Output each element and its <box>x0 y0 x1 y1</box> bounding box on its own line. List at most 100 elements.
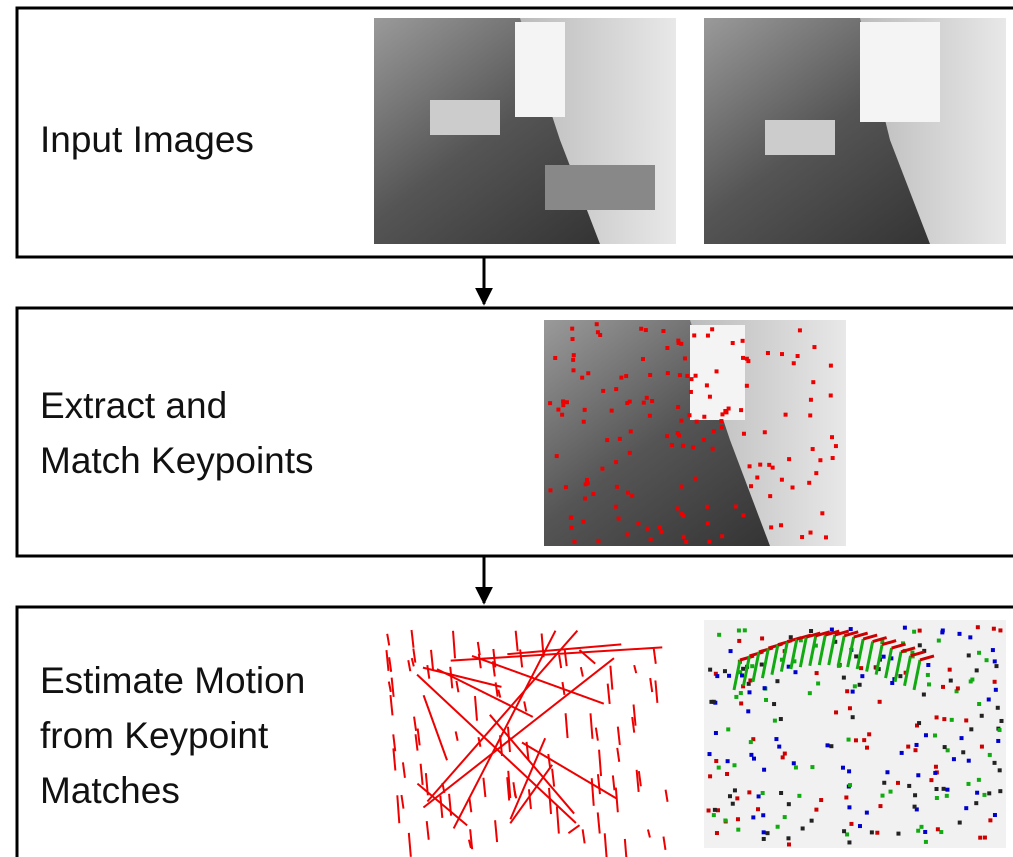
decoration <box>926 673 930 677</box>
decoration <box>842 676 846 680</box>
decoration <box>715 674 719 678</box>
decoration <box>935 787 939 791</box>
decoration <box>991 648 995 652</box>
decoration <box>889 790 893 794</box>
decoration <box>811 380 815 384</box>
decoration <box>619 376 623 380</box>
decoration <box>783 752 787 756</box>
decoration <box>865 746 869 750</box>
decoration <box>582 420 586 424</box>
decoration <box>736 817 740 821</box>
decoration <box>596 330 600 334</box>
decoration <box>766 351 770 355</box>
decoration <box>762 837 766 841</box>
decoration <box>851 690 855 694</box>
decoration <box>952 757 956 761</box>
decoration <box>645 396 649 400</box>
decoration <box>848 706 852 710</box>
decoration <box>708 774 712 778</box>
decoration <box>976 625 980 629</box>
decoration <box>945 788 949 792</box>
decoration <box>767 463 771 467</box>
decoration <box>705 505 709 509</box>
decoration <box>712 813 716 817</box>
decoration <box>810 819 814 823</box>
decoration <box>570 327 574 331</box>
decoration <box>858 824 862 828</box>
decoration <box>731 341 735 345</box>
decoration <box>676 405 680 409</box>
decoration <box>848 783 852 787</box>
decoration <box>682 535 686 539</box>
decoration <box>641 357 645 361</box>
decoration <box>982 793 986 797</box>
decoration <box>830 435 834 439</box>
decoration <box>731 802 735 806</box>
decoration <box>745 384 749 388</box>
decoration <box>988 753 992 757</box>
decoration <box>646 527 650 531</box>
decoration <box>762 768 766 772</box>
decoration <box>548 488 552 492</box>
decoration <box>733 788 737 792</box>
decoration <box>712 429 716 433</box>
decoration <box>746 709 750 713</box>
decoration <box>968 635 972 639</box>
decoration <box>615 485 619 489</box>
decoration <box>878 804 882 808</box>
decoration <box>950 718 954 722</box>
decoration <box>808 691 812 695</box>
decoration <box>941 685 945 689</box>
decoration <box>851 715 855 719</box>
decoration <box>913 793 917 797</box>
decoration <box>644 328 648 332</box>
decoration <box>677 341 681 345</box>
decoration <box>618 437 622 441</box>
trajectory-plot <box>704 620 1006 848</box>
decoration <box>553 356 557 360</box>
decoration <box>757 794 761 798</box>
decoration <box>958 632 962 636</box>
decoration <box>729 649 733 653</box>
decoration <box>996 706 1000 710</box>
decoration <box>626 491 630 495</box>
decoration <box>819 798 823 802</box>
decoration <box>922 693 926 697</box>
decoration <box>796 354 800 358</box>
decoration <box>826 743 830 747</box>
decoration <box>783 815 787 819</box>
decoration <box>800 535 804 539</box>
decoration <box>777 745 781 749</box>
decoration <box>998 628 1002 632</box>
decoration <box>993 761 997 765</box>
decoration <box>903 626 907 630</box>
decoration <box>735 796 739 800</box>
decoration <box>824 535 828 539</box>
decoration <box>996 739 1000 743</box>
decoration <box>793 670 797 674</box>
decoration <box>648 414 652 418</box>
decoration <box>692 333 696 337</box>
decoration <box>737 639 741 643</box>
decoration <box>595 322 599 326</box>
decoration <box>810 765 814 769</box>
decoration <box>749 753 753 757</box>
decoration <box>784 413 788 417</box>
decoration <box>741 339 745 343</box>
decoration <box>742 432 746 436</box>
decoration <box>847 738 851 742</box>
decoration <box>812 345 816 349</box>
decoration <box>650 399 654 403</box>
decoration <box>766 831 770 835</box>
decoration <box>801 826 805 830</box>
decoration <box>768 494 772 498</box>
decoration <box>935 715 939 719</box>
decoration <box>966 782 970 786</box>
decoration <box>980 714 984 718</box>
decoration <box>749 740 753 744</box>
decoration <box>985 658 989 662</box>
decoration <box>978 836 982 840</box>
decoration <box>988 818 992 822</box>
decoration <box>814 808 818 812</box>
step-label: Extract and <box>40 385 227 426</box>
